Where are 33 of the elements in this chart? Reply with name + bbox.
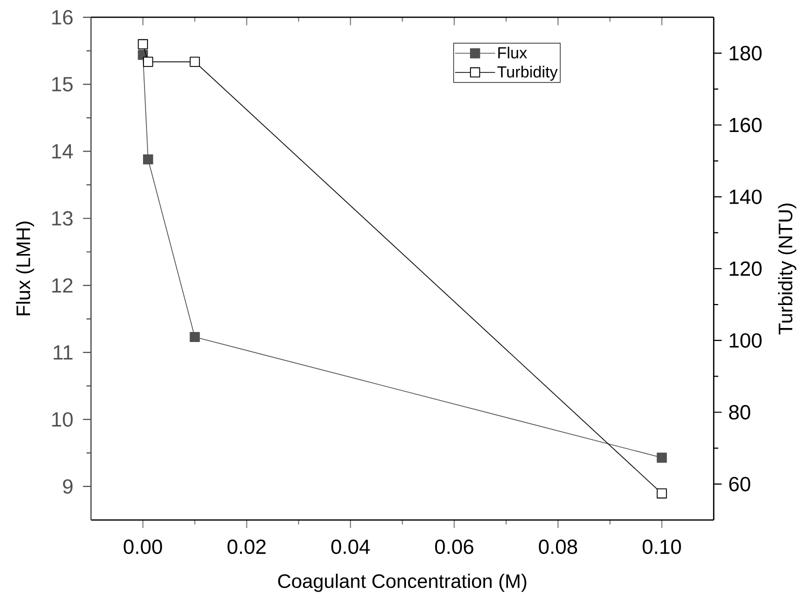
y-tick-label: 13 [52, 211, 73, 226]
point [143, 154, 154, 164]
point [656, 488, 667, 498]
y2-tick-label: 100 [730, 333, 762, 348]
point [190, 56, 200, 67]
y2-tick-label: 80 [729, 405, 750, 420]
x-axis-title: Coagulant Concentration (M) [278, 574, 526, 592]
y-tick-label: 15 [52, 77, 73, 92]
legend-label: Turbidity [497, 66, 558, 81]
y2-tick-label: 120 [730, 261, 762, 276]
point [656, 452, 667, 463]
y-axis-title: Flux (LMH) [16, 222, 34, 316]
y-tick-label: 9 [63, 479, 73, 494]
legend-label: Flux [498, 46, 528, 58]
y-tick-label: 16 [52, 10, 73, 25]
y2-tick-label: 140 [730, 190, 762, 204]
x-tick-label: 0.04 [331, 540, 370, 554]
y2-axis-title: Turbidity (NTU) [778, 204, 796, 334]
y-tick-label: 11 [54, 345, 72, 360]
point [138, 39, 148, 50]
y2-tick-label: 160 [730, 118, 762, 132]
y2-tick-label: 60 [729, 476, 750, 492]
point [190, 332, 200, 342]
y2-tick-label: 180 [730, 46, 762, 60]
point [143, 56, 154, 67]
x-tick-label: 0.00 [124, 540, 162, 554]
y-tick-label: 14 [52, 144, 73, 158]
y-tick-label: 12 [52, 278, 72, 293]
x-tick-label: 0.02 [228, 540, 266, 554]
x-tick-label: 0.10 [642, 540, 681, 554]
x-tick-label: 0.06 [435, 540, 474, 554]
x-tick-label: 0.08 [538, 540, 578, 554]
y-tick-label: 10 [52, 412, 73, 427]
